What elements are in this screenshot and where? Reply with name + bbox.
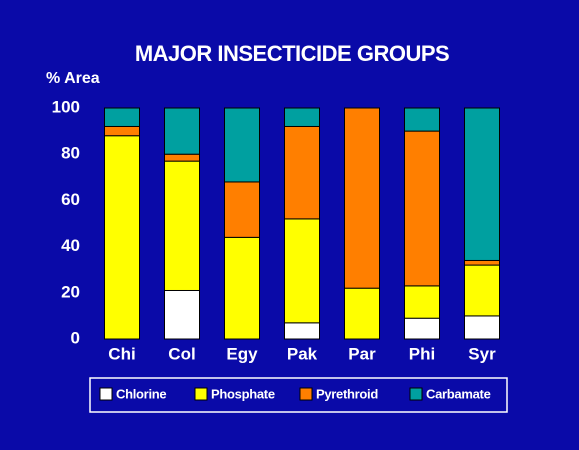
bar-segment (284, 125, 320, 220)
legend-swatch (409, 387, 423, 401)
x-tick-label: Phi (409, 344, 435, 363)
x-tick-label: Par (348, 344, 376, 363)
bar-segment (104, 135, 140, 340)
x-tick-label: Egy (226, 344, 258, 363)
y-tick-label: 80 (61, 144, 80, 163)
bar-segment (464, 264, 500, 317)
y-tick-label: 100 (52, 97, 80, 116)
y-tick-label: 60 (61, 190, 80, 209)
bar-segment (164, 107, 200, 155)
bar-segment (464, 107, 500, 261)
y-tick-label: 0 (71, 328, 80, 347)
bar-segment (284, 107, 320, 127)
bar-segment (404, 317, 440, 340)
chart-title: MAJOR INSECTICIDE GROUPS (135, 41, 449, 66)
y-axis-label: % Area (46, 70, 100, 87)
legend-swatch (299, 387, 313, 401)
legend-swatch (194, 387, 208, 401)
bar-segment (404, 107, 440, 132)
bar-segment (164, 289, 200, 340)
legend-box (89, 377, 508, 413)
bar-segment (284, 322, 320, 340)
bar-segment (464, 315, 500, 340)
legend-label: Pyrethroid (316, 386, 378, 401)
bar-segment (404, 130, 440, 287)
bar-segment (344, 107, 380, 289)
legend-label: Carbamate (426, 386, 491, 401)
bar-segment (104, 107, 140, 127)
bar-segment (164, 160, 200, 291)
x-tick-label: Col (168, 344, 195, 363)
bar-segment (284, 218, 320, 324)
bar-segment (104, 125, 140, 137)
bar-segment (344, 287, 380, 340)
legend-label: Phosphate (211, 386, 275, 401)
bar-segment (464, 259, 500, 266)
x-tick-label: Chi (108, 344, 135, 363)
bar-segment (224, 107, 260, 183)
x-tick-label: Syr (468, 344, 496, 363)
y-tick-label: 20 (61, 282, 80, 301)
x-tick-label: Pak (287, 344, 318, 363)
bar-segment (164, 153, 200, 162)
y-tick-label: 40 (61, 236, 80, 255)
bar-segment (404, 285, 440, 319)
legend-swatch (99, 387, 113, 401)
bar-segment (224, 236, 260, 340)
legend-label: Chlorine (116, 386, 166, 401)
bar-segment (224, 181, 260, 238)
